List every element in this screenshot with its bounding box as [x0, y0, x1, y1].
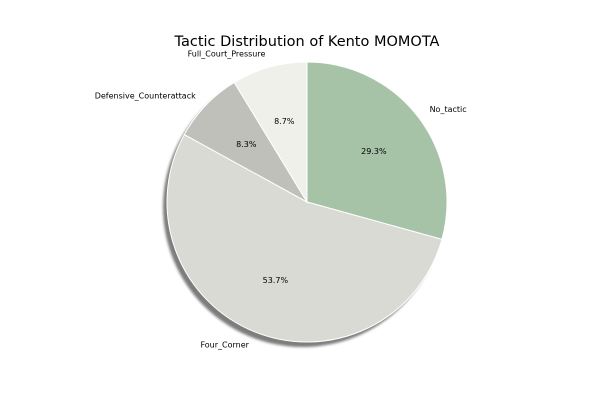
pie-slice-no-tactic — [306, 61, 448, 240]
pie-slices — [166, 61, 448, 343]
slice-label-defensive-counterattack: Defensive_Counterattack — [95, 92, 196, 101]
slice-percent-four-corner: 53.7% — [263, 276, 289, 285]
slice-label-four-corner: Four_Corner — [200, 341, 249, 350]
slice-percent-full-court-pressure: 8.7% — [274, 117, 295, 126]
pie-slice-full-court-pressure — [233, 61, 308, 204]
slice-percent-defensive-counterattack: 8.3% — [236, 140, 257, 149]
slice-label-full-court-pressure: Full_Court_Pressure — [188, 50, 266, 59]
chart-title: Tactic Distribution of Kento MOMOTA — [174, 34, 440, 50]
pie-slice-four-corner — [166, 133, 443, 343]
slice-label-no-tactic: No_tactic — [430, 105, 467, 114]
pie-labels: No_tactic 29.3% Four_Corner 53.7% Defensive_… — [95, 50, 467, 350]
slice-percent-no-tactic: 29.3% — [361, 147, 387, 156]
